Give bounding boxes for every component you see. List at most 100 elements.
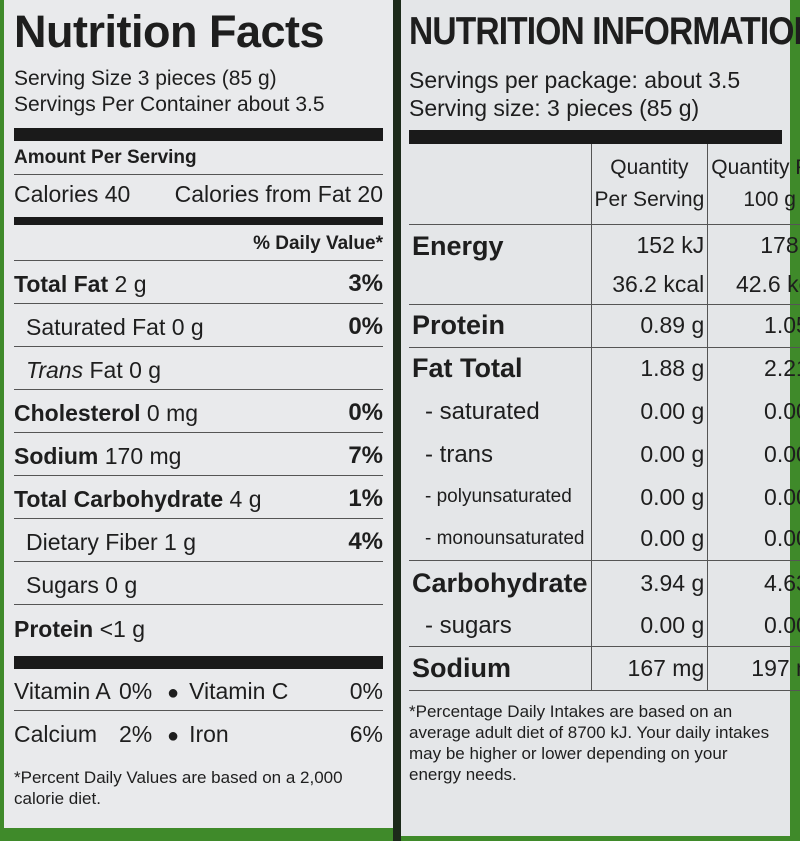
daily-value-percent: 7% (348, 442, 383, 469)
sugars-100g: 0.00 g (707, 606, 800, 646)
nutrient-row: Saturated Fat 0 g 0% (14, 304, 383, 347)
fat-serving: 1.88 g (590, 346, 708, 390)
energy-kcal-serving: 36.2 kcal (590, 266, 708, 304)
us-nutrition-facts-label: Nutrition Facts Serving Size 3 pieces (8… (4, 0, 393, 828)
daily-value-header: % Daily Value* (253, 233, 383, 254)
bullet-icon: ● (167, 725, 180, 747)
carb-serving: 3.94 g (590, 559, 708, 606)
daily-value-percent: 0% (348, 313, 383, 340)
nutrient-amount: 2 g (114, 271, 147, 297)
nutrient-row: Dietary Fiber 1 g 4% (14, 519, 383, 562)
daily-value-percent: 1% (348, 485, 383, 512)
servings-per-container: Servings Per Container about 3.5 (14, 93, 325, 116)
amount-per-serving: Amount Per Serving (14, 147, 197, 168)
fat-subtype-serving: 0.00 g (590, 433, 708, 476)
sodium-serving: 167 mg (590, 645, 708, 690)
au-nutrition-information-label: NUTRITION INFORMATION Servings per packa… (401, 0, 800, 836)
nutrient-amount: 0 g (171, 314, 204, 340)
thick-divider (14, 128, 383, 141)
vitamin-percent: 0% (119, 678, 153, 704)
nutrient-amount: 170 mg (104, 443, 182, 469)
serving-size: Serving Size 3 pieces (85 g) (14, 67, 277, 90)
vitamin-name: Vitamin A (14, 678, 111, 704)
vitamin-percent: 2% (119, 721, 153, 747)
header-per-serving: Quantity Per Serving (590, 144, 708, 224)
nutrient-row: Trans Fat 0 g (14, 347, 383, 390)
us-title: Nutrition Facts (14, 6, 325, 57)
nutrient-name: Cholesterol (14, 400, 141, 426)
au-footnote: *Percentage Daily Intakes are based on a… (409, 701, 770, 784)
us-footnote: *Percent Daily Values are based on a 2,0… (14, 768, 343, 808)
fat-subtype-100g: 0.00 g (707, 518, 800, 560)
au-title: NUTRITION INFORMATION (409, 10, 800, 53)
carb-100g: 4.63 g (707, 559, 800, 606)
fat-subtype-serving: 0.00 g (590, 518, 708, 560)
medium-divider (14, 217, 383, 225)
fat-subtype-row: - trans 0.00 g0.00 g (409, 433, 800, 476)
nutrient-name: Sodium (14, 443, 99, 469)
nutrient-name: Total Fat (14, 271, 109, 297)
nutrient-name: Trans (26, 357, 84, 383)
vitamin-percent: 6% (349, 721, 383, 747)
fat-subtype-100g: 0.00 g (707, 390, 800, 433)
nutrient-amount: 0 mg (146, 400, 199, 426)
vitamin-name: Vitamin C (189, 678, 289, 704)
header-per-100g: Quantity Per100 g (707, 144, 800, 224)
nutrient-row: Total Fat 2 g 3% (14, 261, 383, 304)
nutrient-amount: 4 g (229, 486, 262, 512)
vitamin-name: Iron (189, 721, 229, 747)
fat-subtype-100g: 0.00 g (707, 476, 800, 518)
vitamin-row: Vitamin A 0% ● Vitamin C 0% (14, 669, 383, 711)
nutrient-name: Dietary Fiber (26, 529, 158, 555)
nutrient-row: Total Carbohydrate 4 g 1% (14, 476, 383, 519)
fat-subtype-label: - polyunsaturated (425, 486, 572, 507)
fat-100g: 2.21 g (707, 346, 800, 390)
nutrient-name: Total Carbohydrate (14, 486, 224, 512)
servings-per-package: Servings per package: about 3.5 (409, 67, 741, 93)
nutrient-name: Saturated Fat (26, 314, 166, 340)
nutrient-amount: 0 g (105, 572, 138, 598)
carb-label: Carbohydrate (409, 559, 592, 606)
fat-subtype-serving: 0.00 g (590, 390, 708, 433)
nutrient-name: Protein (14, 616, 94, 642)
fat-subtype-row: - saturated 0.00 g0.00 g (409, 390, 800, 433)
nutrient-amount: 1 g (164, 529, 197, 555)
nutrient-row: Sodium 170 mg 7% (14, 433, 383, 476)
fat-label: Fat Total (409, 346, 592, 390)
daily-value-percent: 4% (348, 528, 383, 555)
calories: Calories 40 (14, 181, 131, 207)
energy-kj-100g: 178 kJ (707, 223, 800, 266)
protein-serving: 0.89 g (590, 303, 708, 347)
label-divider (393, 0, 401, 841)
au-serving-size: Serving size: 3 pieces (85 g) (409, 95, 700, 121)
nutrient-amount: <1 g (99, 616, 146, 642)
nutrient-name: Sugars (26, 572, 99, 598)
fat-subtype-label: - monounsaturated (425, 527, 585, 549)
sugars-label: - sugars (425, 611, 512, 639)
thick-divider (14, 656, 383, 669)
nutrient-row: Protein <1 g (14, 605, 383, 648)
nutrient-row: Cholesterol 0 mg 0% (14, 390, 383, 433)
sodium-label: Sodium (409, 645, 592, 690)
protein-label: Protein (409, 303, 592, 347)
daily-value-percent: 3% (348, 270, 383, 297)
energy-kcal-100g: 42.6 kcal (707, 266, 800, 304)
fat-subtype-serving: 0.00 g (590, 476, 708, 518)
fat-subtype-label: - saturated (425, 397, 540, 425)
calories-from-fat: Calories from Fat 20 (174, 181, 383, 207)
energy-label: Energy (409, 223, 592, 304)
thick-divider (409, 130, 782, 144)
energy-kj-serving: 152 kJ (590, 223, 708, 266)
nutrient-amount: 0 g (129, 357, 162, 383)
daily-value-percent: 0% (348, 399, 383, 426)
sodium-100g: 197 mg (707, 645, 800, 690)
nutrient-row: Sugars 0 g (14, 562, 383, 605)
nutrient-name-suffix: Fat (89, 357, 123, 383)
vitamin-name: Calcium (14, 721, 98, 747)
vitamin-percent: 0% (349, 678, 383, 704)
fat-subtype-100g: 0.00 g (707, 433, 800, 476)
fat-subtype-row: - polyunsaturated 0.00 g0.00 g (409, 476, 800, 518)
sugars-serving: 0.00 g (590, 606, 708, 646)
